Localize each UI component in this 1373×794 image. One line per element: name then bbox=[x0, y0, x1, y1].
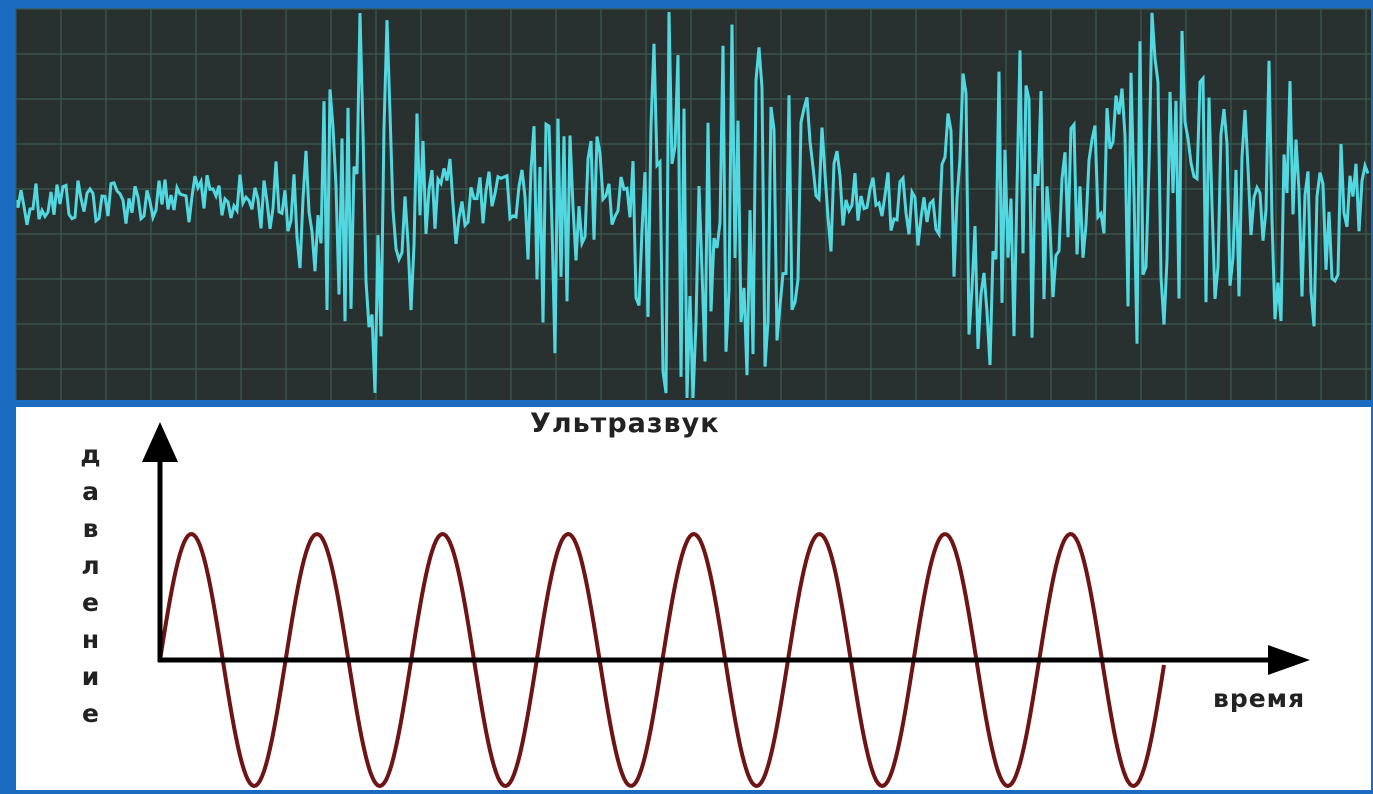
drawing bbox=[0, 0, 1373, 794]
x-axis-label: время bbox=[1213, 684, 1305, 713]
screenshot: Ультразвук давление время bbox=[0, 0, 1373, 794]
diagram-title: Ультразвук bbox=[530, 408, 720, 439]
scope-waveform bbox=[18, 12, 1368, 398]
x-axis-arrow bbox=[1268, 645, 1310, 675]
y-axis-label: давление bbox=[76, 440, 105, 736]
y-axis-arrow bbox=[142, 422, 178, 462]
